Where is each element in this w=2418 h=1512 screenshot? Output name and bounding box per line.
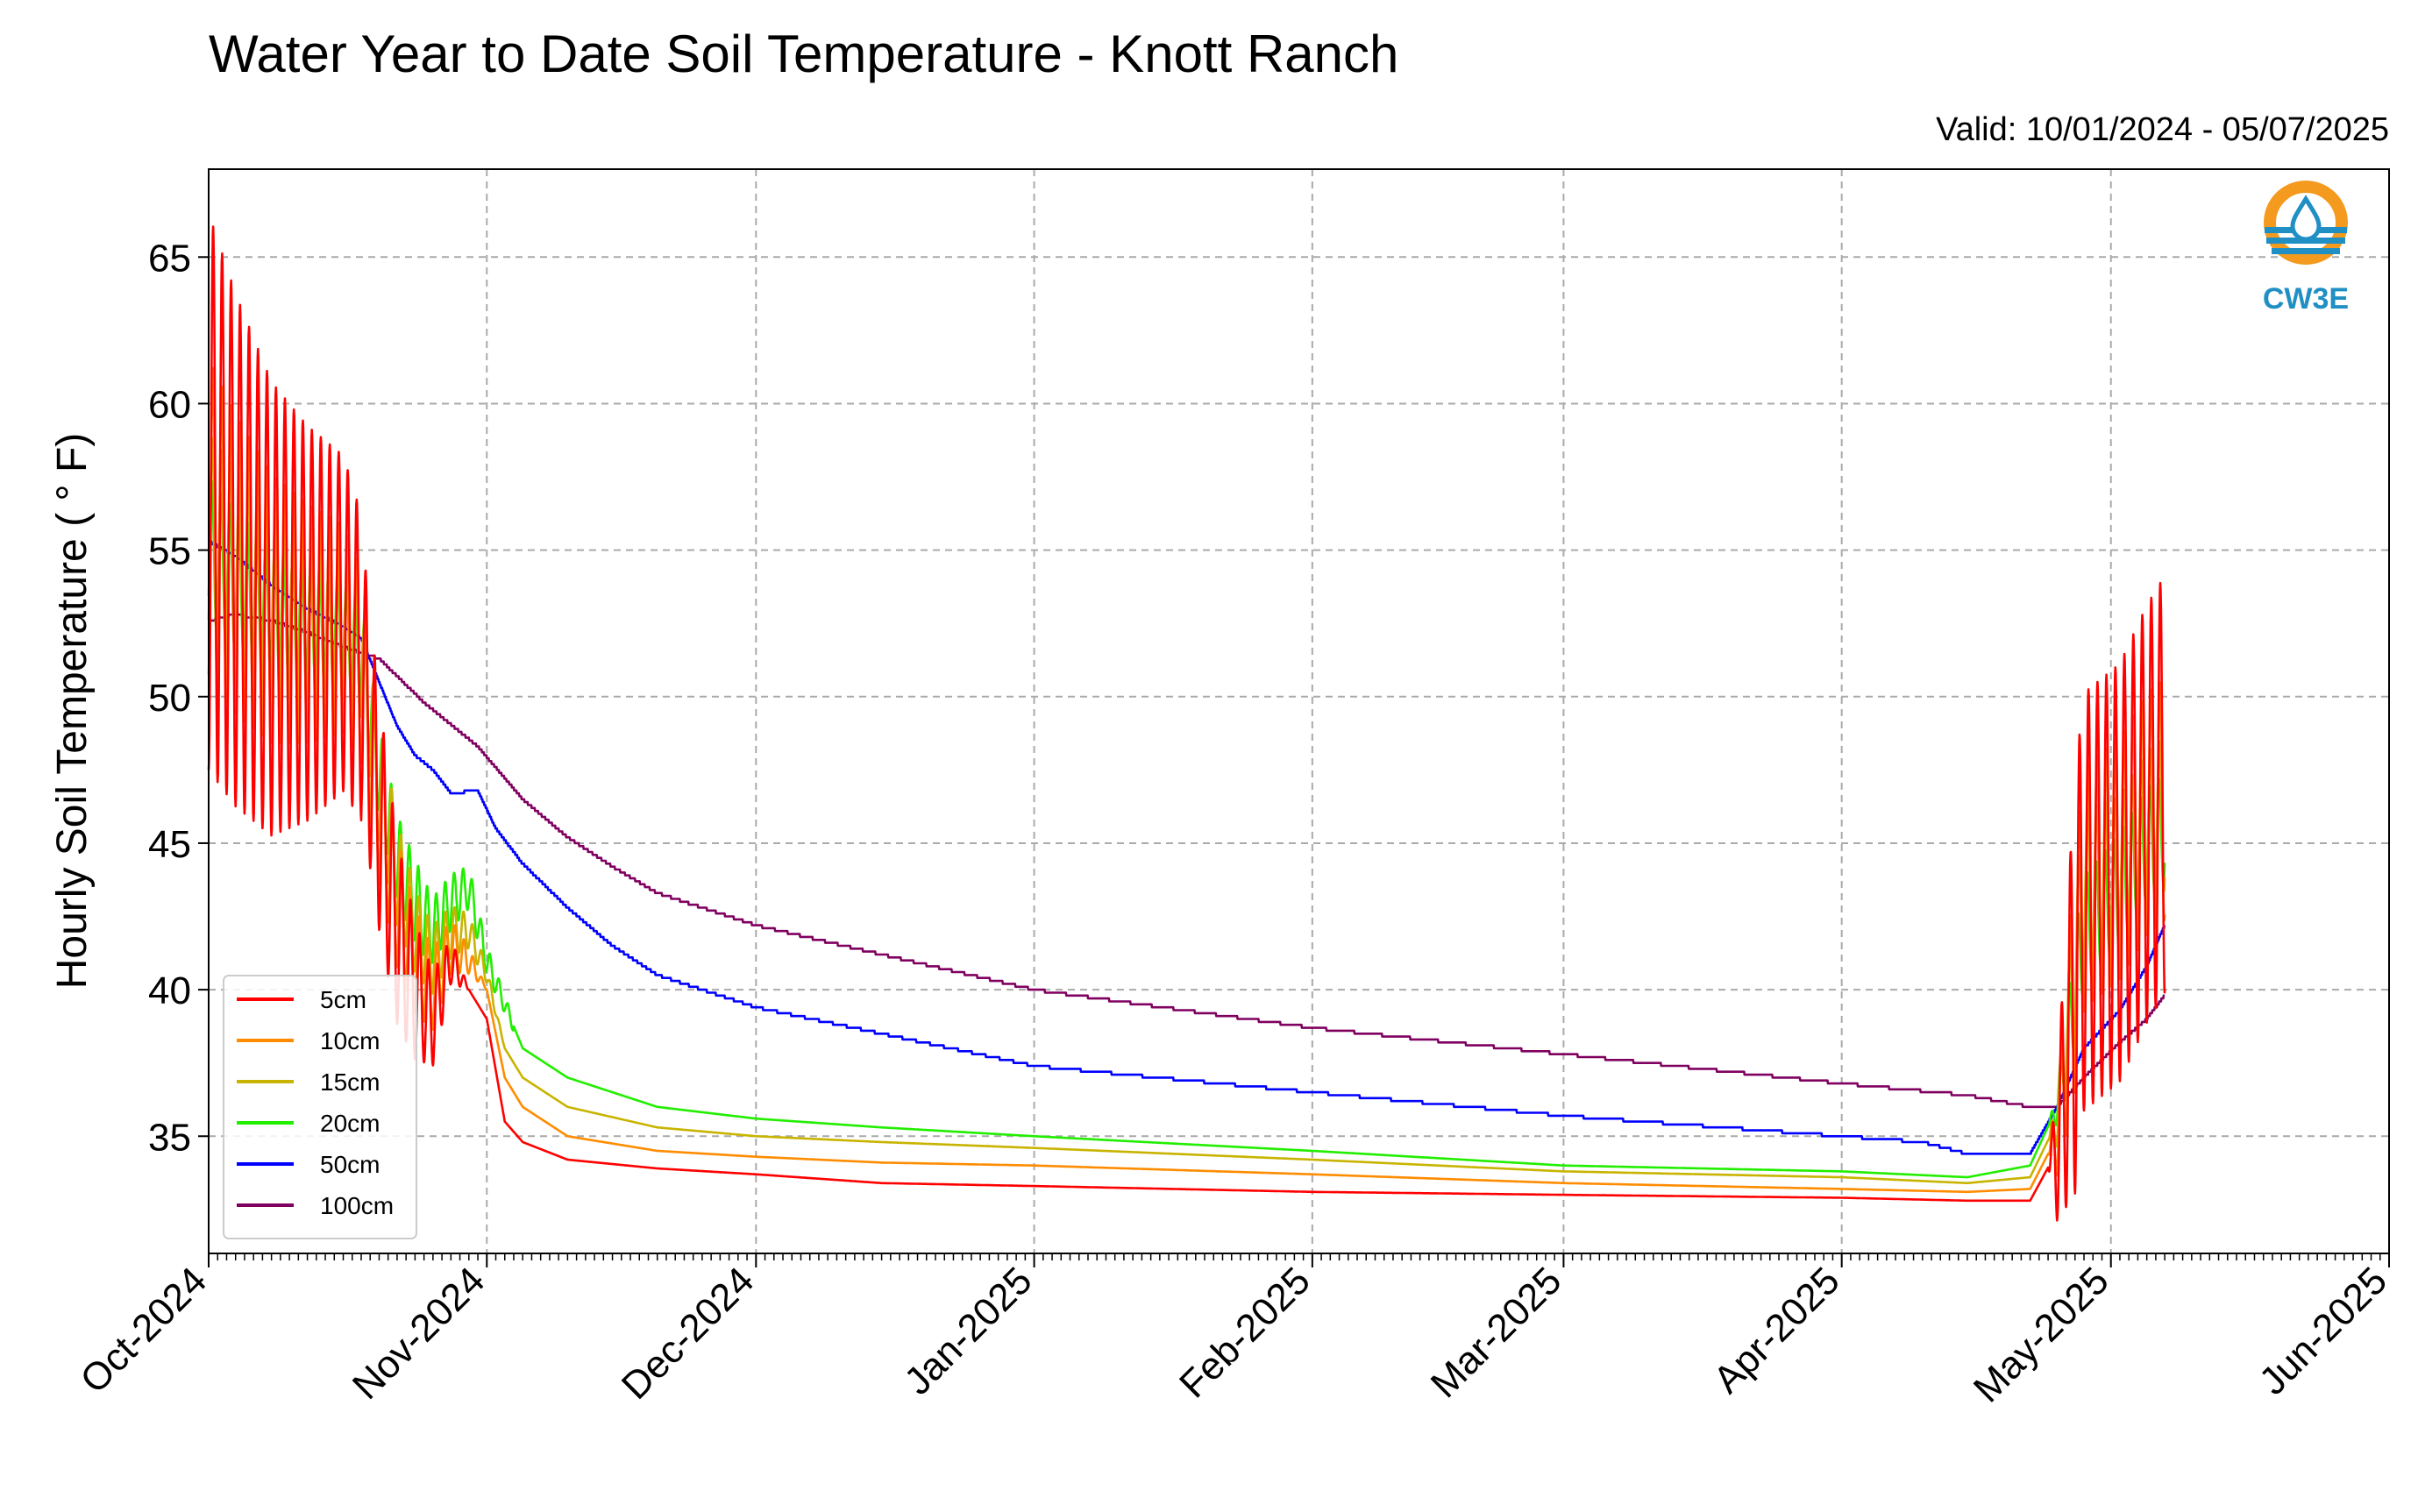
x-tick-label: May-2025 [1966, 1259, 2117, 1410]
x-tick-label: Feb-2025 [1171, 1259, 1319, 1406]
x-tick-label: Nov-2024 [345, 1259, 494, 1408]
series-lines [207, 225, 2166, 1222]
logo-text: CW3E [2263, 282, 2349, 316]
legend: 5cm 10cm 15cm 20cm 50cm 100cm [223, 975, 417, 1239]
x-tick-label: Oct-2024 [72, 1259, 215, 1402]
x-tick-label: Jan-2025 [896, 1259, 1040, 1402]
chart-subtitle: Valid: 10/01/2024 - 05/07/2025 [1936, 111, 2389, 148]
grid [209, 169, 2389, 1253]
legend-label-15cm: 15cm [320, 1068, 380, 1096]
legend-label-5cm: 5cm [320, 986, 366, 1013]
series-line-20cm [207, 479, 2166, 1179]
y-tick-label: 40 [148, 969, 191, 1012]
chart-title: Water Year to Date Soil Temperature - Kn… [209, 25, 1398, 83]
legend-label-100cm: 100cm [320, 1192, 394, 1219]
droplet-icon [2290, 195, 2322, 242]
y-tick-label: 35 [148, 1116, 191, 1159]
y-tick-label: 65 [148, 237, 191, 280]
legend-label-50cm: 50cm [320, 1151, 380, 1178]
x-tick-label: Dec-2024 [614, 1259, 763, 1408]
plot-frame [208, 168, 2390, 1254]
series-line-10cm [207, 366, 2166, 1194]
x-tick-label: Jun-2025 [2251, 1259, 2395, 1402]
y-tick-label: 45 [148, 823, 191, 866]
y-tick-label: 55 [148, 530, 191, 573]
legend-label-10cm: 10cm [320, 1027, 380, 1054]
series-line-15cm [207, 437, 2166, 1185]
x-tick-label: Mar-2025 [1423, 1259, 1570, 1406]
y-tick-label: 50 [148, 677, 191, 720]
y-axis-label: Hourly Soil Temperature ( ° F) [49, 433, 96, 990]
series-line-5cm [207, 225, 2166, 1222]
y-tick-label: 60 [148, 383, 191, 426]
x-tick-label: Apr-2025 [1705, 1259, 1848, 1402]
logo-wave-3 [2272, 248, 2340, 254]
series-line-50cm [208, 540, 2166, 1155]
legend-label-20cm: 20cm [320, 1110, 380, 1137]
series-line-100cm [208, 613, 2166, 1109]
axes: 35 40 45 50 55 60 65 Oct-2024 Nov-2024 Dec-2024 Ja… [72, 237, 2395, 1410]
cw3e-logo: CW3E [2263, 181, 2349, 316]
